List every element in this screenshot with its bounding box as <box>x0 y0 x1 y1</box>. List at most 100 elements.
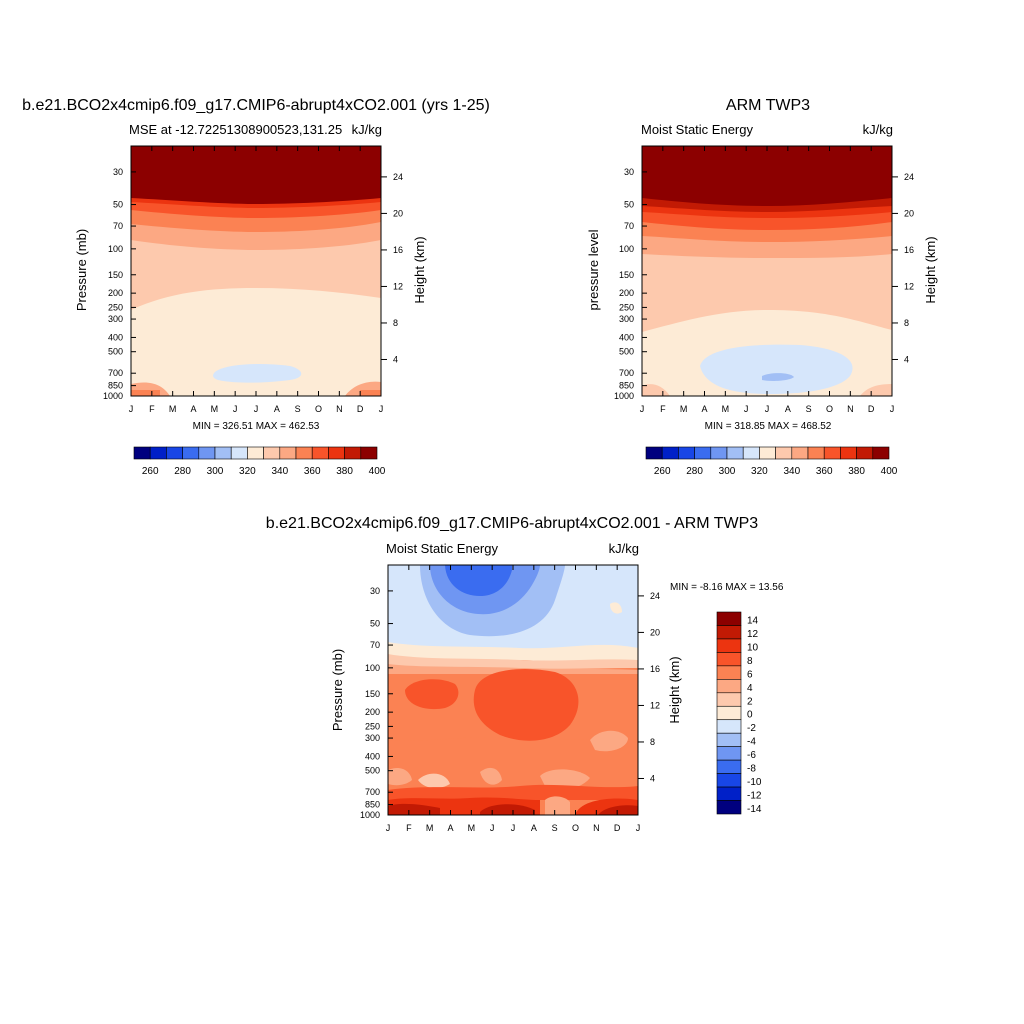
y-tick-label: 500 <box>108 347 123 357</box>
panel3-title: b.e21.BCO2x4cmip6.f09_g17.CMIP6-abrupt4x… <box>266 515 758 532</box>
x-tick-label: D <box>357 404 364 414</box>
colorbar-box <box>279 446 297 460</box>
panel1-ylabel-left: Pressure (mb) <box>74 229 89 311</box>
panel2-colorbar: 260 280 300 320 340 360 380 400 <box>645 446 898 477</box>
colorbar-box <box>791 446 809 460</box>
y-right-tick-label: 20 <box>650 627 660 637</box>
colorbar-box <box>344 446 362 460</box>
colorbar-box <box>823 446 841 460</box>
y-tick-label: 250 <box>619 302 634 312</box>
panel2-title: ARM TWP3 <box>726 97 810 114</box>
y-tick-label: 70 <box>370 640 380 650</box>
y-tick-label: 250 <box>108 302 123 312</box>
y-tick-label: 50 <box>624 200 634 210</box>
colorbar-box <box>716 773 742 788</box>
y-right-tick-label: 12 <box>904 281 914 291</box>
panel1-colorbar: 260 280 300 320 340 360 380 400 <box>133 446 386 477</box>
y-tick-label: 700 <box>619 368 634 378</box>
colorbar-box <box>716 732 742 747</box>
panel2-contour-field <box>642 146 892 396</box>
x-tick-label: J <box>129 404 134 414</box>
colorbar-label: 10 <box>747 642 759 653</box>
panel2-ylabel-left: pressure level <box>586 229 601 310</box>
colorbar-label: -10 <box>747 777 762 788</box>
x-tick-label: F <box>149 404 155 414</box>
colorbar-box <box>198 446 216 460</box>
colorbar-label: 4 <box>747 683 753 694</box>
panel3-colorbar: 14 12 10 8 6 4 2 0 -2 -4 -6 -8 -10 -12 -14 <box>716 611 762 815</box>
y-right-tick-label: 4 <box>650 773 655 783</box>
x-tick-label: S <box>295 404 301 414</box>
colorbar-box <box>856 446 874 460</box>
y-tick-label: 150 <box>619 270 634 280</box>
y-tick-label: 300 <box>365 733 380 743</box>
colorbar-box <box>661 446 679 460</box>
y-tick-label: 70 <box>624 221 634 231</box>
x-tick-label: J <box>233 404 238 414</box>
colorbar-box <box>716 638 742 653</box>
y-tick-label: 100 <box>108 244 123 254</box>
colorbar-label: 260 <box>142 466 159 477</box>
x-tick-label: J <box>744 404 749 414</box>
colorbar-box <box>678 446 695 460</box>
y-right-tick-label: 12 <box>393 281 403 291</box>
colorbar-label: 340 <box>271 466 288 477</box>
colorbar-box <box>716 611 742 626</box>
colorbar-box <box>263 446 281 460</box>
colorbar-box <box>166 446 183 460</box>
x-tick-label: N <box>336 404 343 414</box>
colorbar-box <box>716 705 742 721</box>
x-tick-label: J <box>640 404 645 414</box>
y-tick-label: 500 <box>365 766 380 776</box>
panel3-ylabel-right: Height (km) <box>667 656 682 723</box>
x-tick-label: J <box>636 823 641 833</box>
y-tick-label: 200 <box>365 707 380 717</box>
y-tick-label: 850 <box>108 381 123 391</box>
x-tick-label: M <box>426 823 434 833</box>
panel3-contour-field <box>388 565 638 815</box>
y-right-tick-label: 16 <box>904 245 914 255</box>
colorbar-box <box>247 446 264 460</box>
y-right-tick-label: 4 <box>904 354 909 364</box>
y-right-tick-label: 16 <box>650 664 660 674</box>
panel2-y-axis-right: 4 8 12 16 20 24 <box>892 172 914 364</box>
x-tick-label: A <box>785 404 791 414</box>
colorbar-label: -4 <box>747 737 756 748</box>
x-tick-label: O <box>315 404 322 414</box>
y-tick-label: 700 <box>108 368 123 378</box>
y-right-tick-label: 12 <box>650 700 660 710</box>
colorbar-label: -12 <box>747 791 762 802</box>
panel2-units-label: kJ/kg <box>863 122 893 137</box>
y-tick-label: 1000 <box>360 810 380 820</box>
colorbar-label: 280 <box>174 466 191 477</box>
colorbar-box <box>716 800 742 815</box>
colorbar-label: -2 <box>747 723 756 734</box>
colorbar-label: 360 <box>816 466 833 477</box>
y-tick-label: 250 <box>365 721 380 731</box>
x-tick-label: M <box>211 404 219 414</box>
x-tick-label: F <box>406 823 412 833</box>
x-tick-label: J <box>890 404 895 414</box>
colorbar-box <box>726 446 744 460</box>
colorbar-label: 320 <box>751 466 768 477</box>
colorbar-label: 260 <box>654 466 671 477</box>
colorbar-label: 340 <box>783 466 800 477</box>
colorbar-box <box>710 446 728 460</box>
x-tick-label: F <box>660 404 666 414</box>
colorbar-box <box>214 446 232 460</box>
panel2-left-label: Moist Static Energy <box>641 122 753 137</box>
colorbar-box <box>295 446 313 460</box>
x-tick-label: A <box>274 404 280 414</box>
colorbar-box <box>182 446 200 460</box>
x-tick-label: S <box>552 823 558 833</box>
x-tick-label: N <box>847 404 854 414</box>
colorbar-box <box>872 446 890 460</box>
y-tick-label: 200 <box>619 288 634 298</box>
colorbar-box <box>716 665 742 680</box>
x-tick-label: M <box>468 823 476 833</box>
colorbar-label: -8 <box>747 764 756 775</box>
x-tick-label: M <box>722 404 730 414</box>
colorbar-box <box>716 652 742 667</box>
